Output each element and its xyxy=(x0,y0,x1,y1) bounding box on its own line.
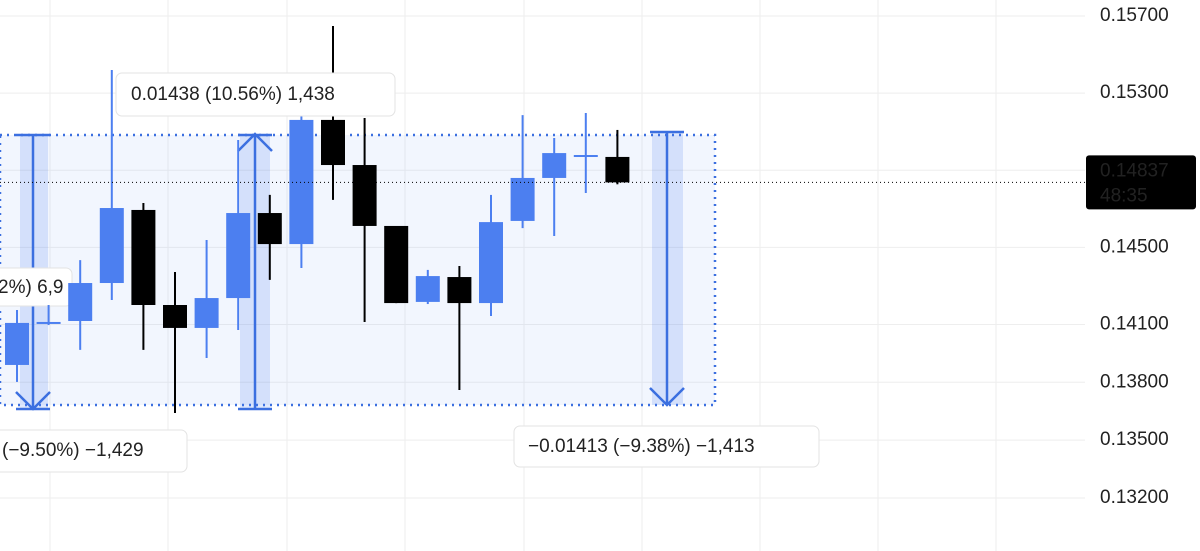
annotation-box xyxy=(513,425,820,468)
arrow-up xyxy=(237,132,273,411)
candle-body xyxy=(36,321,61,324)
candle-body xyxy=(163,304,187,328)
candle-body xyxy=(226,213,251,299)
candle-body xyxy=(605,156,630,183)
price-tag-value: 0.14837 xyxy=(1100,160,1169,181)
candle-body xyxy=(479,222,503,304)
candle-body xyxy=(99,208,124,284)
annotation-box xyxy=(0,429,188,473)
y-tick-label: 0.14100 xyxy=(1100,313,1169,334)
measure-outline xyxy=(0,133,717,407)
y-tick-label: 0.13500 xyxy=(1100,429,1169,450)
annotation: −0.01413 (−9.38%) −1,413 xyxy=(528,436,755,457)
candle-body xyxy=(415,276,440,302)
candle-body xyxy=(510,177,535,221)
candle-body xyxy=(447,277,472,304)
annotation: 2%) 6,9 xyxy=(0,277,63,298)
y-tick-label: 0.15700 xyxy=(1100,5,1169,26)
arrow-down xyxy=(649,130,685,407)
candle-body xyxy=(194,298,219,328)
y-tick-label: 0.15300 xyxy=(1100,82,1169,103)
candle-body xyxy=(573,155,598,158)
price-axis: 0.157000.153000.149000.145000.141000.138… xyxy=(0,5,1196,508)
candle-body xyxy=(352,165,377,226)
candle-body xyxy=(321,119,345,166)
candles xyxy=(5,26,630,413)
candle-body xyxy=(542,153,567,178)
price-tag-countdown: 48:35 xyxy=(1100,185,1148,206)
candle-body xyxy=(257,213,282,245)
labels-layer: 0.01438 (10.56%) 1,438 −0.01413 (−9.38%)… xyxy=(0,72,820,473)
annotation-box xyxy=(115,72,396,117)
candle-body xyxy=(384,225,409,304)
candle-body xyxy=(68,283,93,321)
y-tick-label: 0.14500 xyxy=(1100,236,1169,257)
candle-body xyxy=(131,209,156,305)
annotation: (−9.50%) −1,429 xyxy=(2,440,144,461)
candle-body xyxy=(289,119,314,245)
price-tag xyxy=(1086,155,1196,210)
y-tick-label: 0.13200 xyxy=(1100,487,1169,508)
candle-body xyxy=(5,322,29,365)
annotation: 0.01438 (10.56%) 1,438 xyxy=(131,84,335,105)
y-tick-label: 0.13800 xyxy=(1100,371,1169,392)
